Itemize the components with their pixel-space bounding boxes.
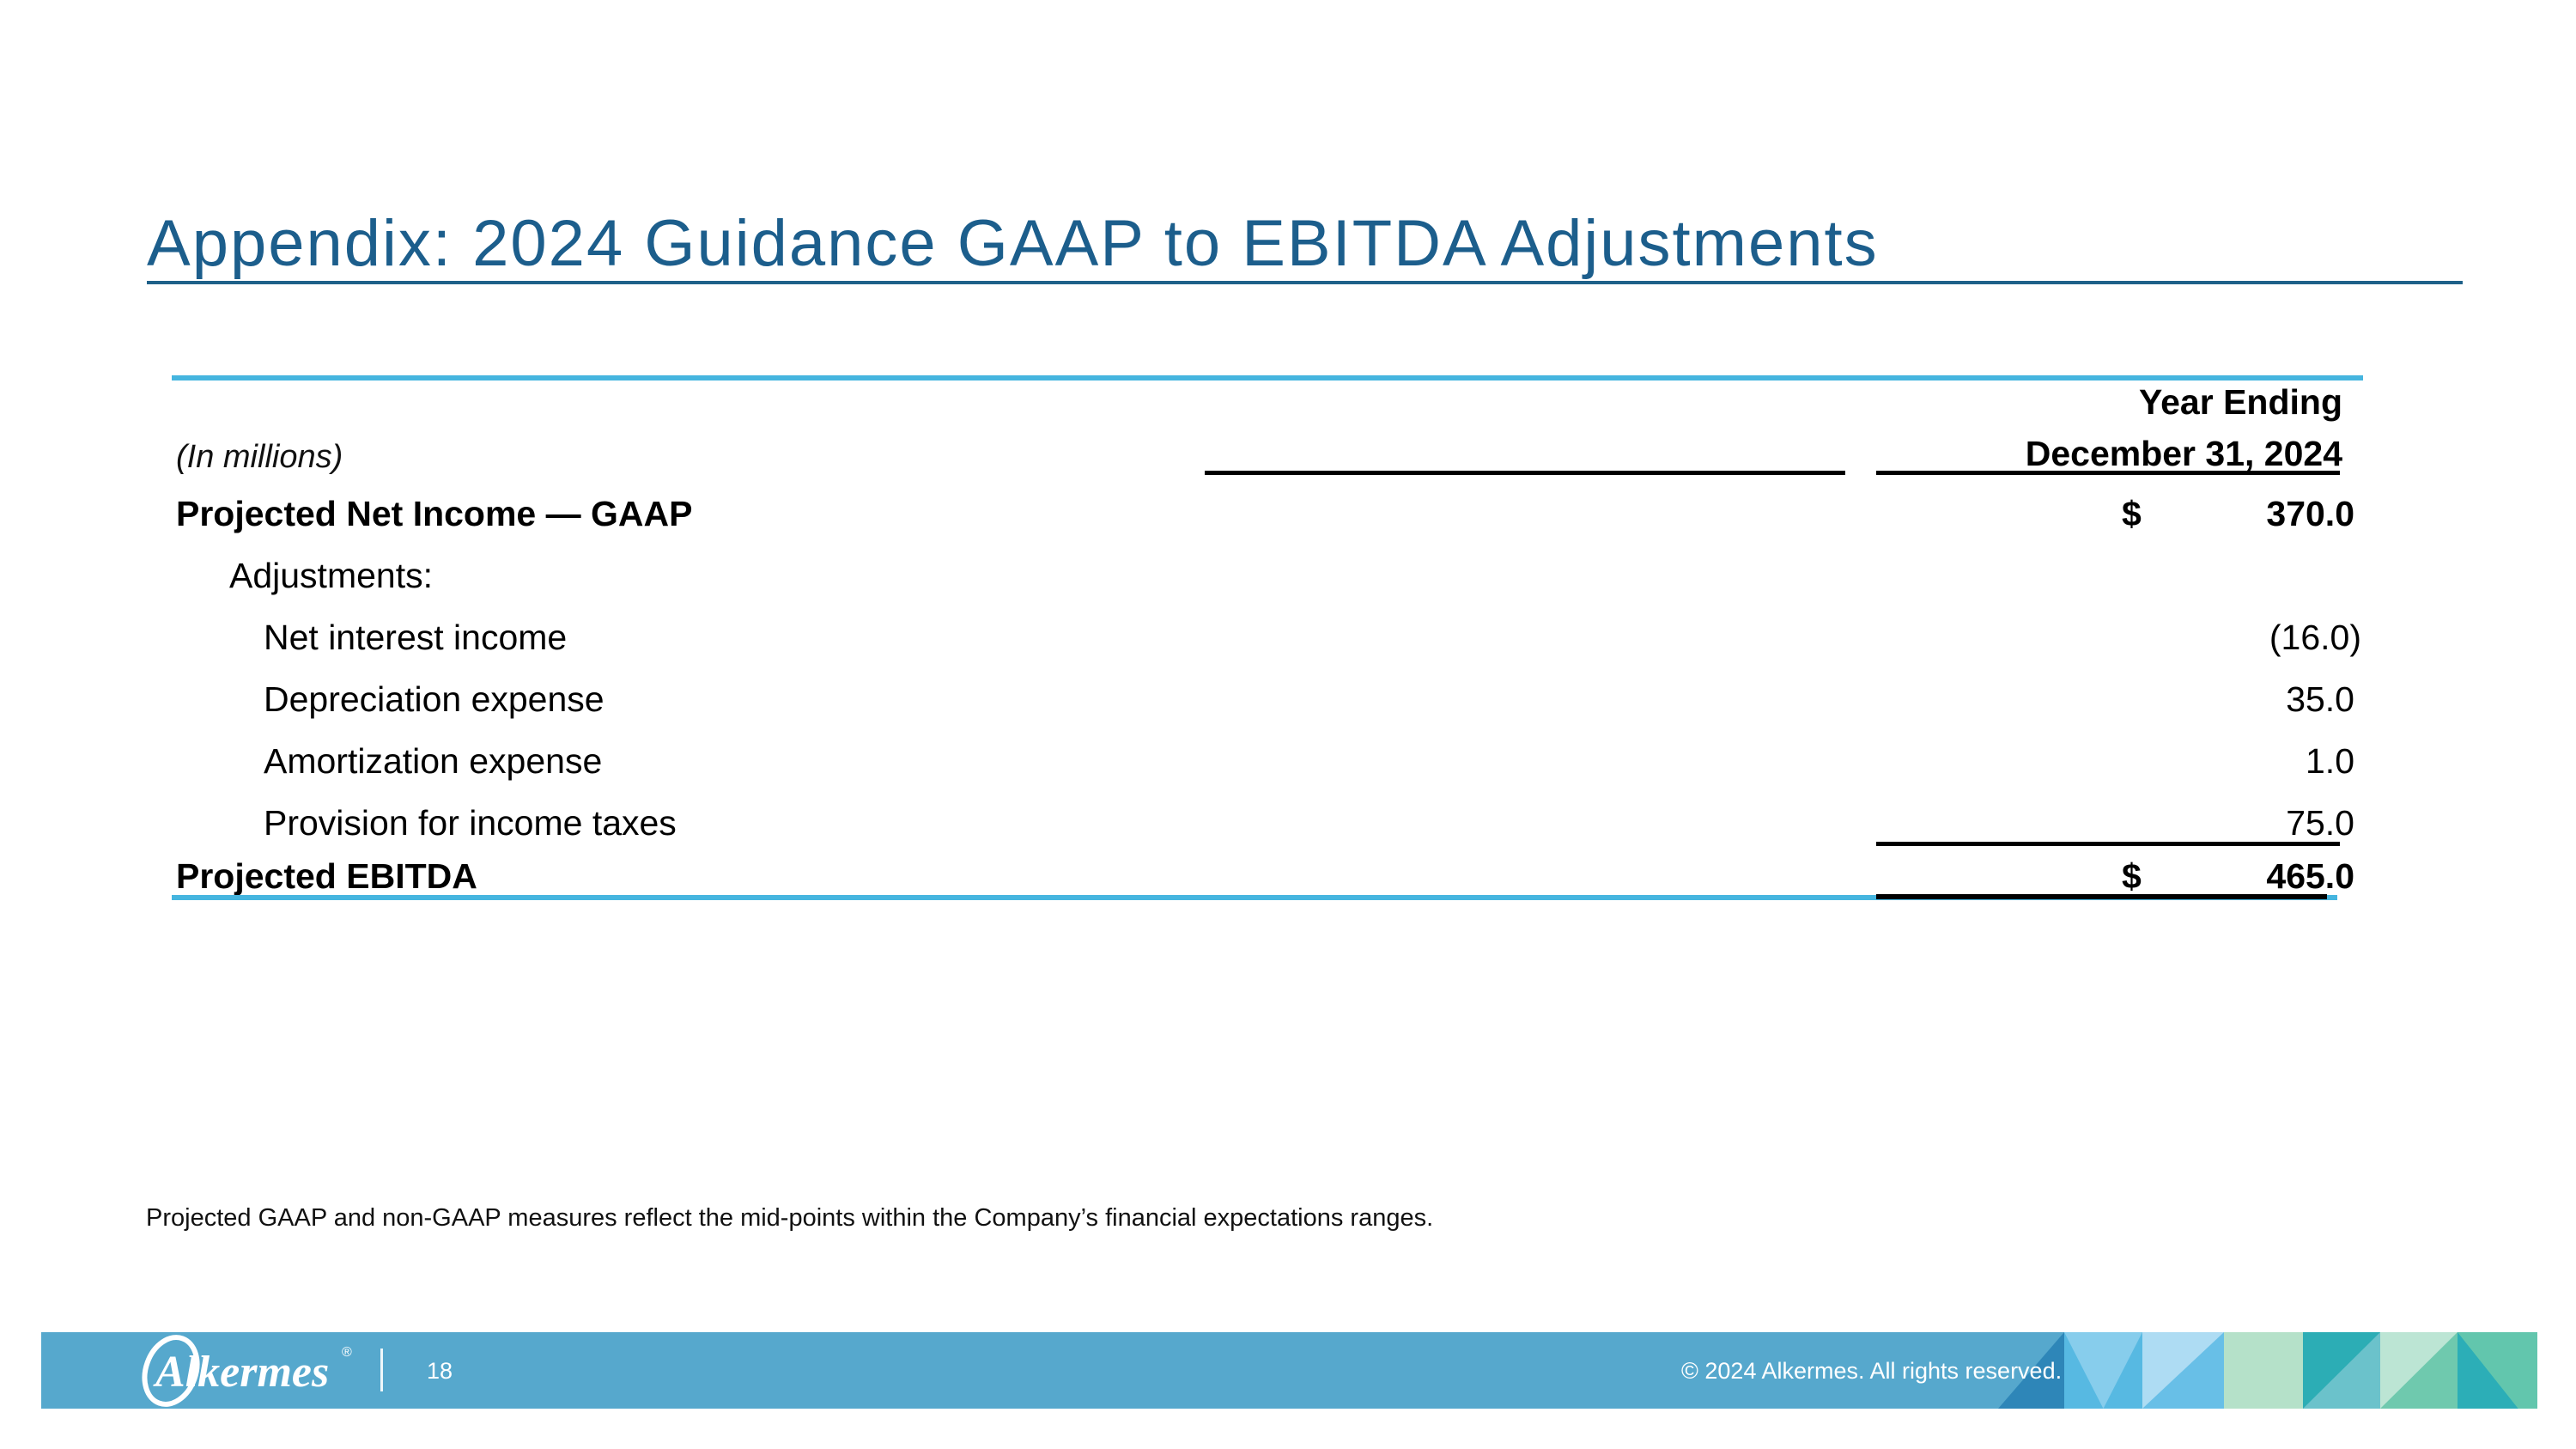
row-label: Provision for income taxes (264, 803, 677, 843)
footer-accent-segment-pale-mint (2380, 1332, 2458, 1409)
footer-divider (380, 1349, 383, 1391)
footer-accent-segment-teal (2303, 1332, 2380, 1409)
total-underline (1876, 894, 2327, 899)
row-value: 75.0 (2286, 803, 2354, 843)
footer-bar (41, 1332, 2064, 1409)
table-row: Projected EBITDA $ 465.0 (0, 855, 2576, 897)
table-column-header-line1: Year Ending (2139, 382, 2342, 422)
triangle-shape (2380, 1332, 2458, 1409)
table-top-border (172, 375, 2363, 381)
footer-accent-segment-green (2458, 1332, 2537, 1409)
table-row: Amortization expense 1.0 (0, 740, 2576, 782)
table-column-header-line2: December 31, 2024 (2025, 434, 2342, 473)
table-row: Provision for income taxes 75.0 (0, 802, 2576, 843)
table-row: Projected Net Income — GAAP $ 370.0 (0, 493, 2576, 534)
triangle-shape (2303, 1332, 2380, 1409)
triangle-shape (2458, 1332, 2518, 1409)
row-value: 1.0 (2306, 741, 2354, 781)
page-number: 18 (427, 1358, 453, 1384)
row-label: Adjustments: (229, 556, 433, 595)
footer-accent-segment-pale-blue (2142, 1332, 2224, 1409)
row-value: (16.0) (2269, 618, 2361, 657)
logo-text: Alkermes (153, 1348, 329, 1397)
row-label: Projected EBITDA (176, 856, 477, 896)
header-underline-right (1876, 471, 2340, 475)
row-value: 35.0 (2286, 679, 2354, 719)
footer-accent-segment-mint (2224, 1332, 2303, 1409)
footer-accent-triangle-dark-blue (1998, 1332, 2064, 1409)
registered-trademark: ® (342, 1345, 352, 1360)
footnote: Projected GAAP and non-GAAP measures ref… (146, 1204, 1434, 1232)
triangle-shape (2064, 1332, 2142, 1409)
row-label: Depreciation expense (264, 679, 605, 719)
table-row: Depreciation expense 35.0 (0, 679, 2576, 720)
alkermes-logo: Alkermes (142, 1333, 356, 1409)
header-underline-left (1205, 471, 1845, 475)
row-value: 465.0 (2266, 856, 2354, 896)
row-label: Projected Net Income — GAAP (176, 494, 693, 533)
currency-symbol: $ (2122, 856, 2142, 896)
page-title: Appendix: 2024 Guidance GAAP to EBITDA A… (147, 207, 1879, 280)
table-row: Net interest income (16.0) (0, 617, 2576, 658)
row-label: Net interest income (264, 618, 568, 657)
currency-symbol: $ (2122, 494, 2142, 533)
footer-accent-segment-sky (2064, 1332, 2142, 1409)
triangle-shape (2142, 1332, 2224, 1409)
row-value: 370.0 (2266, 494, 2354, 533)
title-underline (147, 281, 2463, 284)
table-units-label: (In millions) (176, 439, 343, 475)
copyright-text: © 2024 Alkermes. All rights reserved. (1681, 1358, 2063, 1384)
table-bottom-border (172, 895, 2337, 900)
subtotal-underline (1876, 842, 2340, 846)
table-row: Adjustments: (0, 555, 2576, 596)
row-label: Amortization expense (264, 741, 603, 781)
